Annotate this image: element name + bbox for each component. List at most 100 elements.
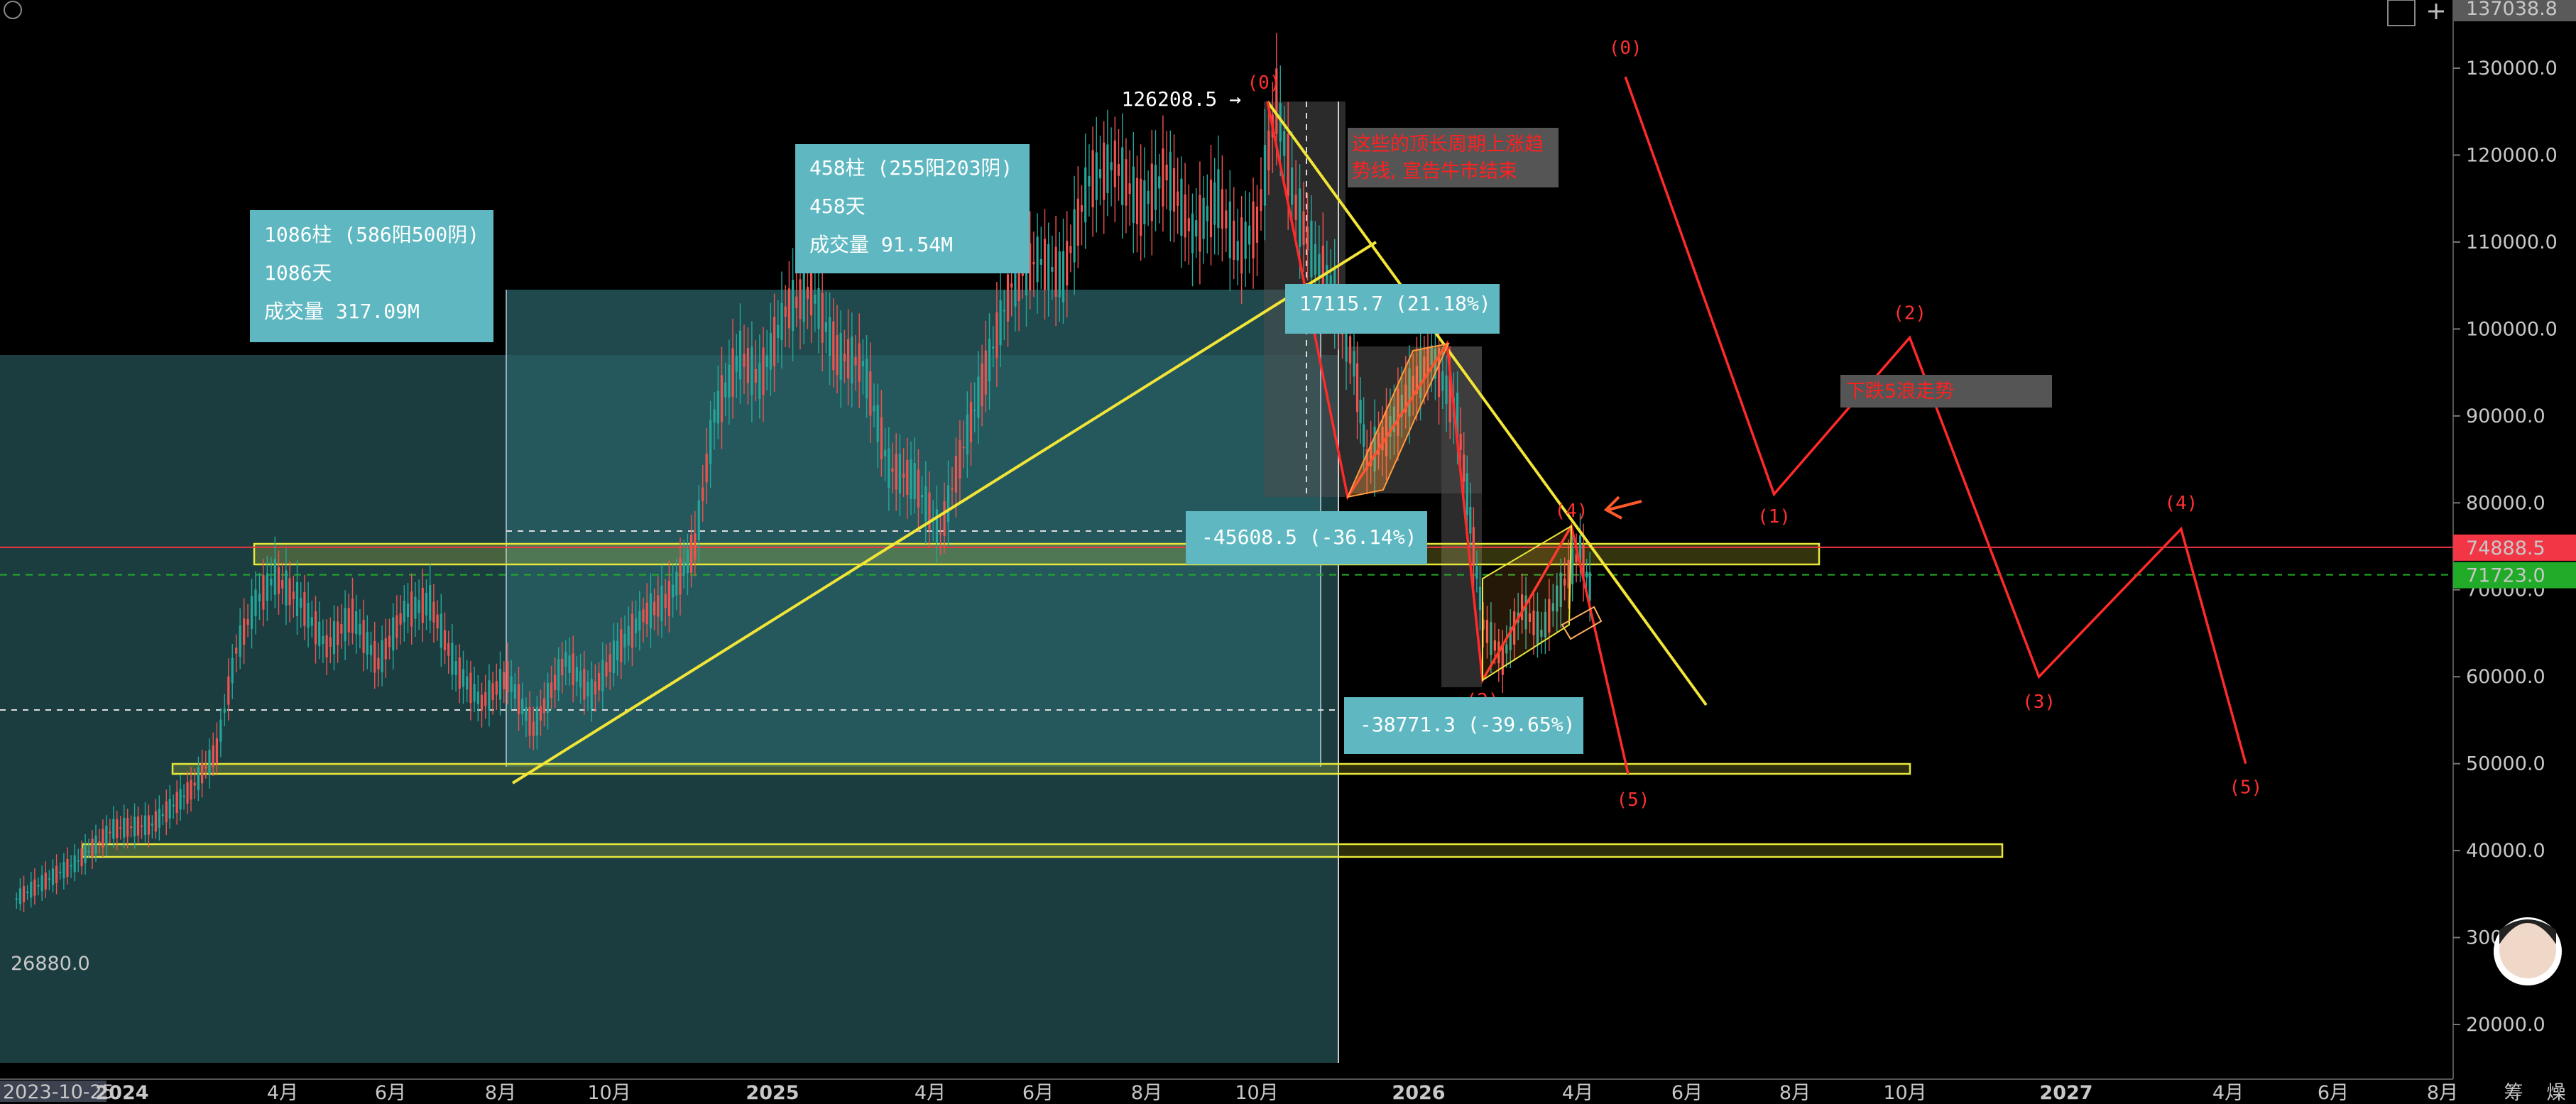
candle-body (528, 707, 531, 736)
stat-box (795, 144, 1030, 273)
candle-body (1125, 159, 1128, 206)
candle-body (839, 332, 842, 380)
candle-body (1244, 222, 1247, 259)
candle-body (1213, 182, 1216, 225)
arrow-head (1603, 496, 1622, 520)
zoom-box-icon[interactable] (2387, 0, 2416, 26)
stat-box (1285, 284, 1500, 334)
candle-body (395, 615, 398, 638)
candle-body (735, 356, 738, 372)
candle-body (1191, 213, 1194, 253)
candle-body (1248, 225, 1251, 245)
candle-body (447, 643, 450, 656)
candle-body (605, 662, 608, 677)
candle-body (215, 738, 218, 763)
candle-body (1121, 147, 1124, 205)
candle-body (657, 595, 660, 617)
candle-body (824, 322, 827, 332)
candle-body (645, 602, 648, 625)
candle-body (535, 706, 538, 736)
avatar (2494, 917, 2562, 985)
candle-body (1448, 374, 1451, 422)
candle-body (631, 613, 633, 648)
candle-body (1206, 205, 1208, 222)
candle-body (969, 402, 973, 442)
price-flag-label: 74888.5 (2466, 537, 2545, 559)
past-waves: (0)(2)(4)(5) (1248, 72, 1650, 811)
time-tick-label: 2024 (95, 1082, 148, 1104)
candle-body (1209, 180, 1213, 238)
candle-body (977, 376, 980, 418)
price-tick-label: 90000.0 (2466, 405, 2545, 427)
candle-body (1353, 351, 1355, 377)
candle-body (197, 767, 200, 790)
candle-body (1267, 131, 1270, 171)
candle-body (784, 306, 787, 317)
candle-body (1551, 603, 1554, 611)
stat-box (250, 210, 493, 342)
candle-body (84, 845, 87, 863)
stat-box-line: 1086柱 (586阳500阴) (264, 223, 479, 246)
candle-body (598, 672, 601, 691)
time-tick-label: 8月 (2427, 1082, 2458, 1104)
time-tick-label: 2027 (2039, 1082, 2092, 1104)
candle-body (891, 468, 894, 472)
candle-body (586, 682, 589, 697)
candle-body (888, 448, 890, 488)
candle-body (743, 354, 746, 367)
candle-body (642, 609, 645, 623)
candle-body (105, 825, 108, 845)
candle-body (521, 699, 524, 715)
candle-body (314, 611, 317, 645)
stat-box (1344, 697, 1583, 754)
candle-body (984, 350, 987, 395)
candle-body (1275, 68, 1278, 134)
stat-box-line: 成交量 317.09M (264, 300, 420, 323)
candle-body (608, 654, 611, 672)
candle-body (821, 293, 824, 343)
candle-body (1098, 169, 1102, 179)
candle-body (780, 302, 783, 341)
projection-label: (3) (2022, 692, 2056, 713)
candle-body (1314, 244, 1316, 275)
candle-body (277, 567, 280, 594)
candle-body (1559, 572, 1562, 607)
candle-body (802, 270, 805, 322)
candle-body (161, 814, 164, 816)
settings-icon[interactable] (4, 1, 22, 19)
candle-body (1021, 273, 1024, 276)
candle-body (1445, 375, 1448, 405)
candle-body (30, 882, 33, 898)
candle-body (675, 572, 678, 596)
candle-body (575, 667, 578, 682)
candle-body (469, 672, 472, 704)
price-tick-label: 100000.0 (2466, 318, 2558, 340)
candle-body (843, 354, 846, 361)
candle-body (1263, 145, 1267, 206)
candle-body (458, 657, 461, 689)
candle-body (814, 294, 817, 304)
candle-body (112, 819, 115, 839)
candle-body (190, 780, 192, 800)
candle-body (246, 619, 249, 625)
candle-body (310, 617, 313, 626)
candle-body (158, 809, 160, 828)
candle-body (1355, 363, 1359, 412)
time-tick-label: 燥 (2547, 1082, 2566, 1104)
candle-body (73, 855, 76, 873)
zone-40k (81, 843, 2004, 858)
candle-body (1217, 169, 1220, 229)
candle-body (1472, 527, 1475, 566)
candle-body (1017, 255, 1020, 301)
candle-body (1392, 406, 1396, 432)
candle-body (851, 337, 853, 384)
candle-body (403, 601, 405, 623)
projection-label: (2) (1893, 303, 1926, 324)
candle-body (716, 390, 719, 424)
candle-body (999, 300, 1002, 346)
projection-label: (4) (2164, 493, 2198, 514)
projection-label: (5) (2229, 777, 2262, 799)
candle-body (347, 608, 350, 633)
candle-body (66, 858, 69, 878)
